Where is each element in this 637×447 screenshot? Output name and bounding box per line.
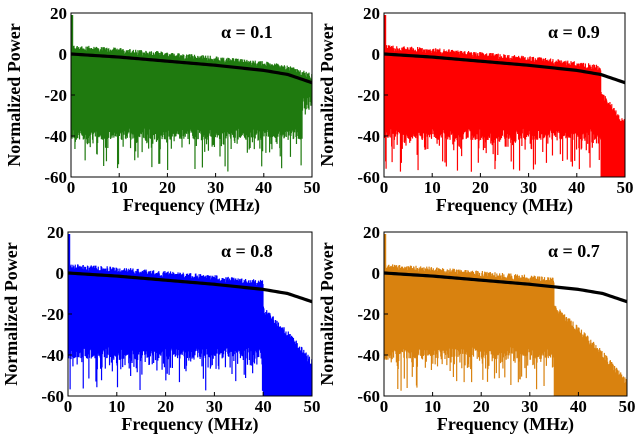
subplot-2: 0 10 20 30 40 50 20 0 -20 -40 -60 Frequency (MHz) No… bbox=[317, 4, 634, 216]
y-tick-label: 0 bbox=[372, 264, 381, 283]
spectrum-series bbox=[68, 264, 312, 396]
y-axis-label: Normalized Power bbox=[317, 23, 337, 166]
y-tick-label: -40 bbox=[357, 127, 380, 146]
spectrum-series bbox=[384, 45, 625, 177]
x-tick-label: 40 bbox=[255, 397, 272, 416]
x-axis-label: Frequency (MHz) bbox=[121, 414, 258, 435]
y-tick-label: -60 bbox=[357, 387, 380, 406]
x-tick-label: 20 bbox=[157, 397, 174, 416]
y-tick-label: -20 bbox=[357, 86, 380, 105]
x-tick-label: 50 bbox=[617, 178, 634, 197]
y-tick-label: -60 bbox=[41, 387, 64, 406]
y-axis-label: Normalized Power bbox=[4, 23, 24, 166]
x-tick-label: 0 bbox=[64, 397, 73, 416]
x-axis-label: Frequency (MHz) bbox=[436, 195, 573, 216]
x-tick-label: 10 bbox=[424, 178, 441, 197]
x-tick-label: 30 bbox=[206, 397, 223, 416]
x-tick-label: 50 bbox=[304, 178, 321, 197]
alpha-annotation: α = 0.9 bbox=[548, 22, 600, 42]
x-tick-label: 30 bbox=[521, 397, 538, 416]
x-tick-label: 20 bbox=[472, 178, 489, 197]
x-tick-label: 0 bbox=[380, 397, 389, 416]
y-tick-label: 20 bbox=[47, 223, 64, 242]
x-tick-label: 30 bbox=[520, 178, 537, 197]
subplot-3: 0 10 20 30 40 50 20 0 -20 -40 -60 Frequency (MHz) No… bbox=[1, 223, 321, 435]
x-tick-label: 20 bbox=[159, 178, 176, 197]
x-tick-label: 0 bbox=[380, 178, 389, 197]
x-tick-label: 40 bbox=[568, 178, 585, 197]
y-tick-label: 20 bbox=[50, 4, 67, 23]
y-tick-label: 0 bbox=[372, 45, 381, 64]
y-tick-label: 0 bbox=[56, 264, 65, 283]
x-tick-label: 50 bbox=[619, 397, 636, 416]
y-axis-label: Normalized Power bbox=[1, 242, 21, 385]
y-tick-label: -20 bbox=[44, 86, 67, 105]
y-tick-label: -40 bbox=[44, 127, 67, 146]
theoretical-envelope-line bbox=[383, 271, 628, 304]
y-tick-label: -60 bbox=[357, 168, 380, 187]
x-tick-label: 0 bbox=[67, 178, 76, 197]
subplot-1: 0 10 20 30 40 50 20 0 -20 -40 -60 Frequency (MHz) No… bbox=[4, 4, 321, 216]
x-tick-label: 10 bbox=[111, 178, 128, 197]
x-tick-label: 10 bbox=[108, 397, 125, 416]
x-axis-label: Frequency (MHz) bbox=[123, 195, 260, 216]
y-axis-label: Normalized Power bbox=[317, 242, 337, 385]
x-tick-label: 30 bbox=[207, 178, 224, 197]
y-tick-label: -20 bbox=[41, 305, 64, 324]
x-tick-label: 50 bbox=[304, 397, 321, 416]
x-tick-label: 40 bbox=[570, 397, 587, 416]
alpha-annotation: α = 0.7 bbox=[548, 241, 600, 261]
x-axis-label: Frequency (MHz) bbox=[437, 414, 574, 435]
theoretical-envelope-line bbox=[67, 271, 313, 304]
y-tick-label: 20 bbox=[363, 223, 380, 242]
y-tick-label: -60 bbox=[44, 168, 67, 187]
x-tick-label: 10 bbox=[424, 397, 441, 416]
y-tick-label: 20 bbox=[363, 4, 380, 23]
y-tick-label: -20 bbox=[357, 305, 380, 324]
subplot-4: 0 10 20 30 40 50 20 0 -20 -40 -60 Frequency (MHz) No… bbox=[317, 223, 636, 435]
theoretical-envelope-line bbox=[70, 52, 313, 85]
x-tick-label: 20 bbox=[473, 397, 490, 416]
y-tick-label: -40 bbox=[357, 346, 380, 365]
x-tick-label: 40 bbox=[255, 178, 272, 197]
spectrum-series bbox=[384, 264, 627, 396]
y-tick-label: -40 bbox=[41, 346, 64, 365]
alpha-annotation: α = 0.1 bbox=[221, 22, 273, 42]
alpha-annotation: α = 0.8 bbox=[221, 241, 273, 261]
y-tick-label: 0 bbox=[59, 45, 68, 64]
theoretical-envelope-line bbox=[383, 52, 626, 85]
